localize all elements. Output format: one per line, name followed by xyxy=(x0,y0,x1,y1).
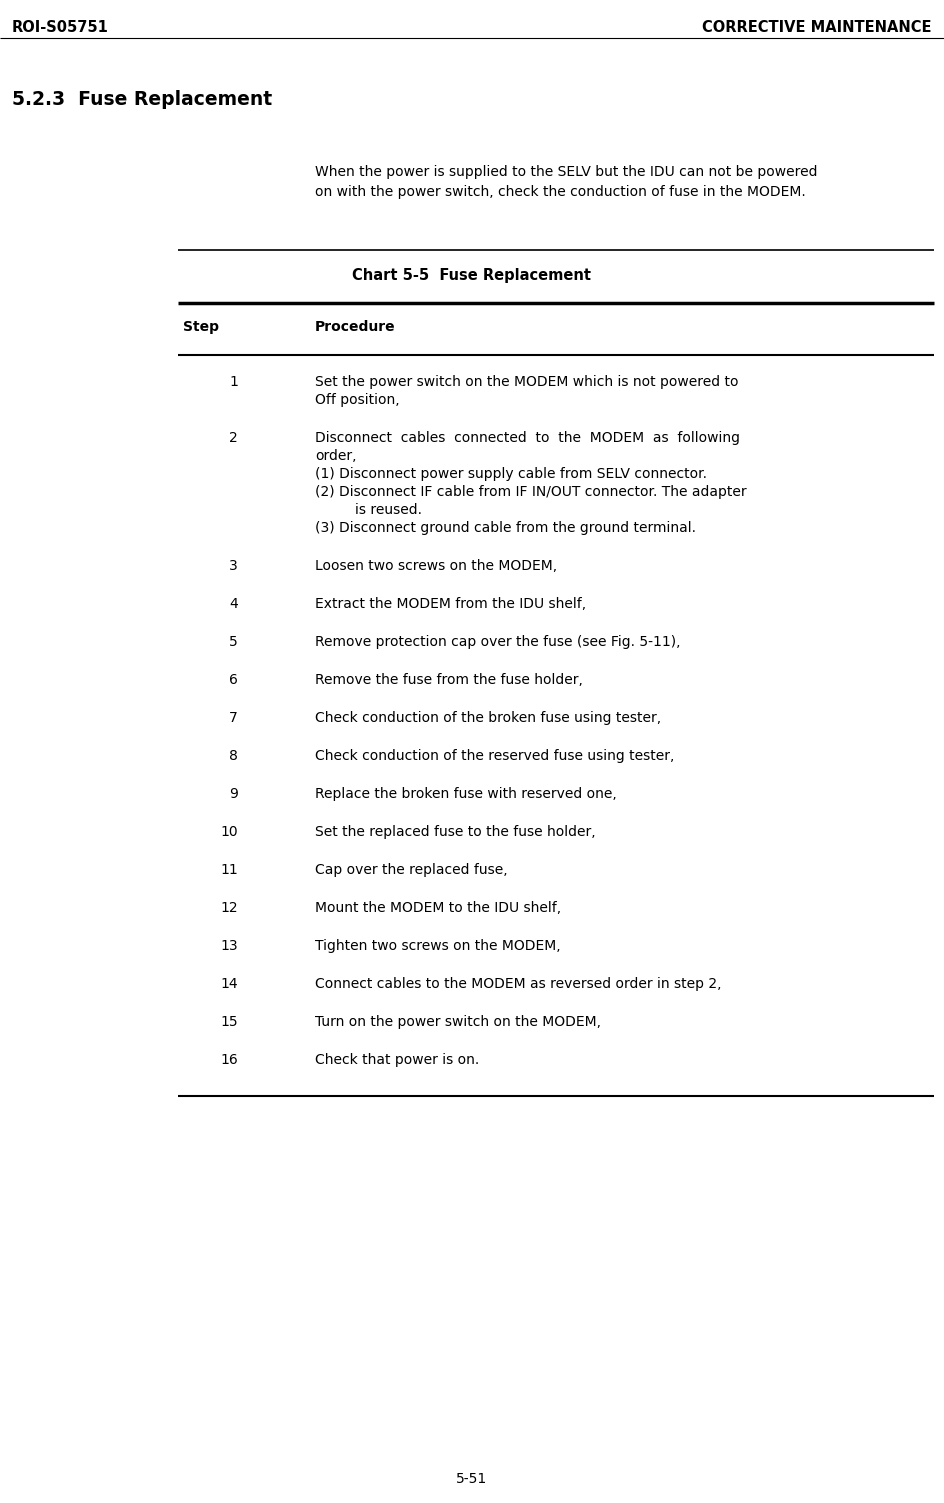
Text: Check conduction of the reserved fuse using tester,: Check conduction of the reserved fuse us… xyxy=(315,748,674,764)
Text: Cap over the replaced fuse,: Cap over the replaced fuse, xyxy=(315,863,508,876)
Text: 1: 1 xyxy=(229,376,238,389)
Text: Set the replaced fuse to the fuse holder,: Set the replaced fuse to the fuse holder… xyxy=(315,825,596,839)
Text: 10: 10 xyxy=(220,825,238,839)
Text: Off position,: Off position, xyxy=(315,392,399,407)
Text: Step: Step xyxy=(183,320,219,334)
Text: Chart 5-5  Fuse Replacement: Chart 5-5 Fuse Replacement xyxy=(352,268,592,283)
Text: 14: 14 xyxy=(220,977,238,990)
Text: (3) Disconnect ground cable from the ground terminal.: (3) Disconnect ground cable from the gro… xyxy=(315,522,696,535)
Text: 16: 16 xyxy=(220,1054,238,1067)
Text: Loosen two screws on the MODEM,: Loosen two screws on the MODEM, xyxy=(315,559,557,573)
Text: 6: 6 xyxy=(229,673,238,687)
Text: Remove protection cap over the fuse (see Fig. 5-11),: Remove protection cap over the fuse (see… xyxy=(315,634,681,649)
Text: Procedure: Procedure xyxy=(315,320,396,334)
Text: Check that power is on.: Check that power is on. xyxy=(315,1054,480,1067)
Text: Tighten two screws on the MODEM,: Tighten two screws on the MODEM, xyxy=(315,939,561,953)
Text: 2: 2 xyxy=(229,431,238,445)
Text: Extract the MODEM from the IDU shelf,: Extract the MODEM from the IDU shelf, xyxy=(315,597,586,612)
Text: order,: order, xyxy=(315,449,357,463)
Text: 8: 8 xyxy=(229,748,238,764)
Text: 11: 11 xyxy=(220,863,238,876)
Text: Turn on the power switch on the MODEM,: Turn on the power switch on the MODEM, xyxy=(315,1015,601,1030)
Text: 7: 7 xyxy=(229,711,238,724)
Text: When the power is supplied to the SELV but the IDU can not be powered: When the power is supplied to the SELV b… xyxy=(315,165,818,179)
Text: is reused.: is reused. xyxy=(355,504,422,517)
Text: on with the power switch, check the conduction of fuse in the MODEM.: on with the power switch, check the cond… xyxy=(315,185,806,198)
Text: 12: 12 xyxy=(220,900,238,915)
Text: Check conduction of the broken fuse using tester,: Check conduction of the broken fuse usin… xyxy=(315,711,661,724)
Text: (2) Disconnect IF cable from IF IN/OUT connector. The adapter: (2) Disconnect IF cable from IF IN/OUT c… xyxy=(315,485,747,499)
Text: Connect cables to the MODEM as reversed order in step 2,: Connect cables to the MODEM as reversed … xyxy=(315,977,721,990)
Text: 5-51: 5-51 xyxy=(456,1471,488,1486)
Text: 3: 3 xyxy=(229,559,238,573)
Text: CORRECTIVE MAINTENANCE: CORRECTIVE MAINTENANCE xyxy=(702,20,932,35)
Text: 4: 4 xyxy=(229,597,238,612)
Text: (1) Disconnect power supply cable from SELV connector.: (1) Disconnect power supply cable from S… xyxy=(315,467,707,481)
Text: 5: 5 xyxy=(229,634,238,649)
Text: Remove the fuse from the fuse holder,: Remove the fuse from the fuse holder, xyxy=(315,673,582,687)
Text: Disconnect  cables  connected  to  the  MODEM  as  following: Disconnect cables connected to the MODEM… xyxy=(315,431,740,445)
Text: 9: 9 xyxy=(229,788,238,801)
Text: 13: 13 xyxy=(220,939,238,953)
Text: Mount the MODEM to the IDU shelf,: Mount the MODEM to the IDU shelf, xyxy=(315,900,561,915)
Text: 15: 15 xyxy=(220,1015,238,1030)
Text: ROI-S05751: ROI-S05751 xyxy=(12,20,109,35)
Text: Set the power switch on the MODEM which is not powered to: Set the power switch on the MODEM which … xyxy=(315,376,738,389)
Text: Replace the broken fuse with reserved one,: Replace the broken fuse with reserved on… xyxy=(315,788,616,801)
Text: 5.2.3  Fuse Replacement: 5.2.3 Fuse Replacement xyxy=(12,90,272,110)
